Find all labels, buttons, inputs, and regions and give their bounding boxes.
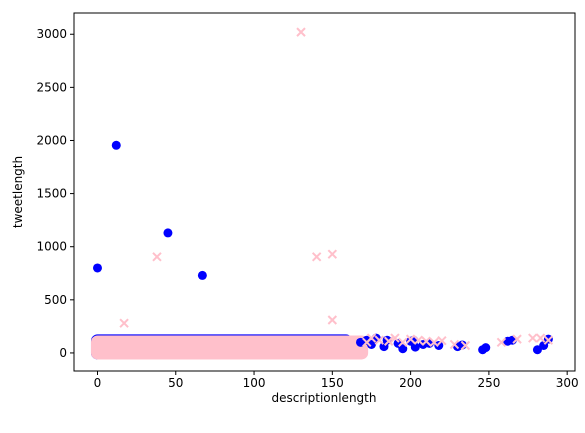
y-axis-ticks: 0 500 1000 1500 2000 2500 3000 <box>36 27 74 360</box>
x-axis-ticks: 0 50 100 150 200 250 300 <box>94 371 579 390</box>
x-point <box>413 335 424 345</box>
y-tick-label: 1500 <box>36 187 67 201</box>
plot-area-frame <box>73 12 576 372</box>
x-point <box>460 340 471 351</box>
x-point <box>543 335 554 345</box>
x-point <box>405 334 416 344</box>
circle-point <box>111 140 121 150</box>
x-tick-label: 50 <box>168 376 183 390</box>
x-tick-label: 200 <box>399 376 422 390</box>
x-tick-label: 300 <box>556 376 579 390</box>
circle-point <box>92 263 102 273</box>
x-point <box>311 252 322 262</box>
x-point <box>528 333 538 343</box>
x-point <box>429 337 439 348</box>
x-point <box>449 339 460 350</box>
y-tick-label: 3000 <box>36 27 67 41</box>
x-point <box>296 27 306 37</box>
x-point <box>366 333 377 343</box>
circle-point <box>366 339 376 349</box>
x-point <box>119 318 129 328</box>
y-axis-label: tweetlength <box>11 156 25 228</box>
circle-point <box>398 344 408 354</box>
circle-point <box>197 270 207 280</box>
y-tick-label: 0 <box>59 346 67 360</box>
x-point <box>390 333 400 343</box>
x-tick-label: 250 <box>477 376 500 390</box>
x-point <box>512 334 522 344</box>
y-tick-label: 2500 <box>36 80 67 94</box>
y-tick-label: 500 <box>44 293 67 307</box>
circle-point <box>481 343 491 353</box>
x-tick-label: 150 <box>321 376 344 390</box>
circle-point <box>163 228 173 238</box>
x-point <box>421 336 431 346</box>
x-point <box>383 336 394 346</box>
x-tick-label: 0 <box>94 376 102 390</box>
dense-x-band <box>90 335 369 360</box>
x-point <box>437 336 447 346</box>
x-point <box>152 252 162 262</box>
x-point <box>535 333 546 343</box>
x-point <box>398 337 408 348</box>
y-tick-label: 2000 <box>36 133 67 147</box>
x-axis-label: descriptionlength <box>272 391 377 405</box>
x-point <box>496 337 507 348</box>
circle-point <box>410 342 420 352</box>
x-point <box>374 335 385 345</box>
x-point <box>327 315 338 325</box>
x-tick-label: 100 <box>243 376 266 390</box>
dense-band-layer <box>90 334 369 360</box>
circle-point <box>434 341 444 351</box>
data-points-layer <box>92 27 554 355</box>
x-point <box>327 249 338 259</box>
y-tick-label: 1000 <box>36 240 67 254</box>
